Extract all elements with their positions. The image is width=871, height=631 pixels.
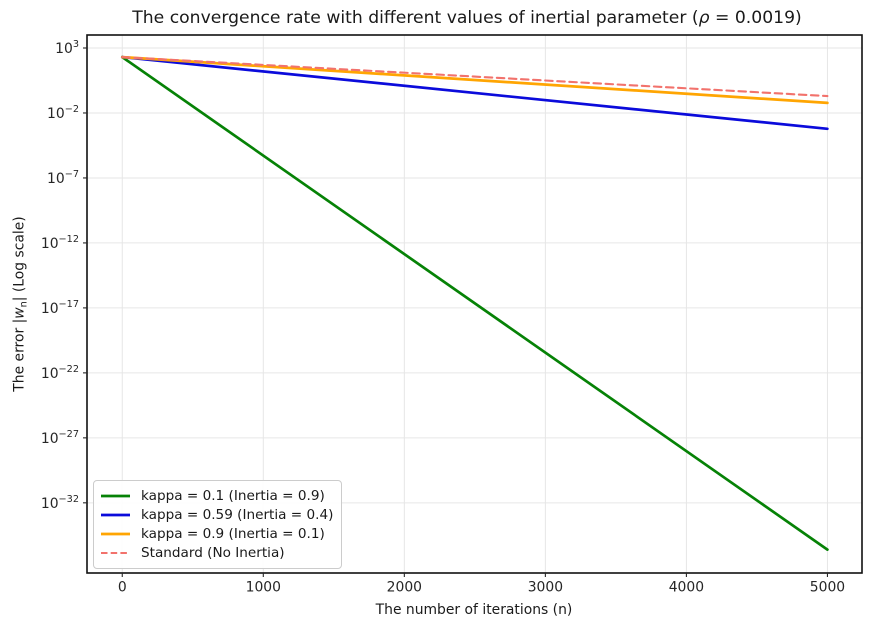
legend-entry-2: kappa = 0.59 (Inertia = 0.4) [100, 506, 333, 523]
legend-entry-4: Standard (No Inertia) [100, 544, 333, 561]
y-tick-label: 10−27 [41, 429, 79, 447]
y-axis-label-var: w [12, 307, 28, 319]
y-tick-exponent: −32 [59, 494, 79, 505]
rho-symbol: ρ [699, 8, 710, 28]
y-tick-base: 10 [41, 236, 59, 252]
y-tick-exponent: −22 [59, 364, 79, 375]
chart-title: The convergence rate with different valu… [131, 8, 801, 28]
y-tick-label: 10−17 [41, 299, 79, 317]
legend: kappa = 0.1 (Inertia = 0.9) kappa = 0.59 … [93, 480, 342, 569]
series-line-2 [120, 55, 829, 131]
y-tick-label: 10−32 [41, 494, 79, 512]
x-tick-label: 0 [118, 580, 127, 596]
y-axis-label-post: | (Log scale) [12, 216, 28, 301]
legend-line-swatch [101, 513, 130, 516]
y-tick-base: 10 [41, 301, 59, 317]
chart-title-post: = 0.0019) [710, 8, 802, 28]
plot-border [86, 34, 863, 574]
series-line-1 [120, 55, 829, 551]
x-tick-label: 2000 [387, 580, 422, 596]
y-tick-exponent: −17 [59, 299, 79, 310]
x-tick-label: 5000 [810, 580, 845, 596]
y-tick-base: 10 [47, 106, 65, 122]
legend-label: kappa = 0.1 (Inertia = 0.9) [141, 487, 325, 504]
y-axis-label: The error |wn| (Log scale) [12, 216, 30, 392]
y-tick-label: 103 [55, 39, 79, 57]
series-line-4 [121, 56, 829, 98]
series-line-3 [120, 55, 829, 105]
legend-line-swatch [101, 532, 130, 535]
legend-line-swatch [101, 494, 130, 497]
y-tick-base: 10 [47, 171, 65, 187]
y-tick-base: 10 [55, 41, 73, 57]
y-tick-label: 10−2 [47, 104, 79, 122]
legend-label: kappa = 0.9 (Inertia = 0.1) [141, 525, 325, 542]
y-tick-base: 10 [41, 431, 59, 447]
grid-layer [87, 35, 862, 573]
legend-label: Standard (No Inertia) [141, 544, 285, 561]
y-tick-label: 10−7 [47, 169, 79, 187]
chart-title-pre: The convergence rate with different valu… [131, 8, 698, 28]
legend-label: kappa = 0.59 (Inertia = 0.4) [141, 506, 334, 523]
y-tick-exponent: −7 [65, 169, 79, 180]
tick-layer: 0 1000 2000 3000 4000 500010310−210−710−1210−… [41, 39, 845, 596]
legend-entry-1: kappa = 0.1 (Inertia = 0.9) [100, 487, 333, 504]
series-layer [120, 55, 829, 551]
y-tick-exponent: −27 [59, 429, 79, 440]
y-tick-base: 10 [41, 366, 59, 382]
y-axis-label-pre: The error | [12, 319, 28, 393]
x-tick-label: 3000 [528, 580, 563, 596]
y-tick-base: 10 [41, 496, 59, 512]
y-tick-exponent: 3 [73, 39, 79, 50]
legend-entry-3: kappa = 0.9 (Inertia = 0.1) [100, 525, 333, 542]
x-tick-label: 1000 [246, 580, 281, 596]
y-tick-label: 10−22 [41, 364, 79, 382]
legend-line-swatch [101, 551, 130, 554]
y-tick-exponent: −12 [59, 234, 79, 245]
x-axis-label: The number of iterations (n) [375, 602, 573, 618]
x-tick-label: 4000 [669, 580, 704, 596]
y-axis-label-sub: n [19, 301, 30, 307]
y-tick-label: 10−12 [41, 234, 79, 252]
y-tick-exponent: −2 [65, 104, 79, 115]
